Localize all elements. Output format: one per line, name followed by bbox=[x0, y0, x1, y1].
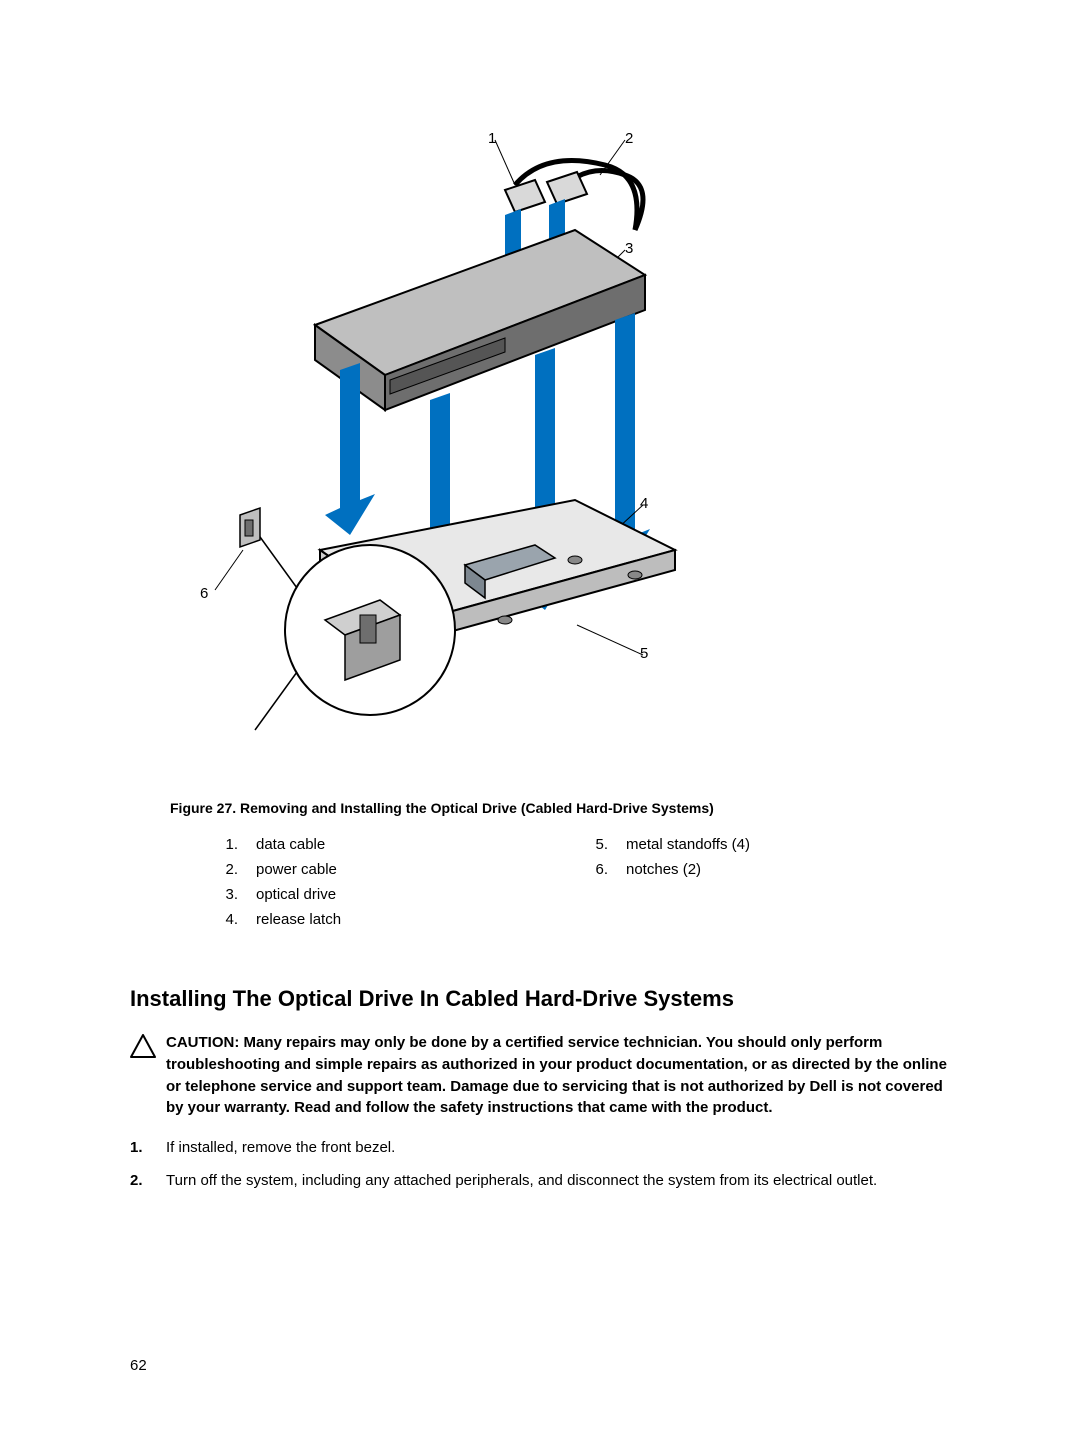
legend-col-right: 5.metal standoffs (4) 6.notches (2) bbox=[580, 836, 950, 936]
legend-item: 4.release latch bbox=[210, 911, 580, 928]
legend-item: 1.data cable bbox=[210, 836, 580, 853]
figure-diagram: 1 2 3 4 5 6 bbox=[130, 120, 950, 770]
legend-item: 2.power cable bbox=[210, 861, 580, 878]
step-item: 2. Turn off the system, including any at… bbox=[130, 1170, 950, 1191]
caution-text: CAUTION: Many repairs may only be done b… bbox=[166, 1032, 950, 1119]
step-text: Turn off the system, including any attac… bbox=[166, 1170, 877, 1191]
figure-legend: 1.data cable 2.power cable 3.optical dri… bbox=[210, 836, 950, 936]
legend-item: 3.optical drive bbox=[210, 886, 580, 903]
step-item: 1. If installed, remove the front bezel. bbox=[130, 1137, 950, 1158]
figure-caption: Figure 27. Removing and Installing the O… bbox=[170, 800, 950, 816]
caution-block: CAUTION: Many repairs may only be done b… bbox=[130, 1032, 950, 1119]
legend-item: 5.metal standoffs (4) bbox=[580, 836, 950, 853]
legend-col-left: 1.data cable 2.power cable 3.optical dri… bbox=[210, 836, 580, 936]
legend-item: 6.notches (2) bbox=[580, 861, 950, 878]
page-number: 62 bbox=[130, 1357, 147, 1374]
step-text: If installed, remove the front bezel. bbox=[166, 1137, 395, 1158]
caution-icon bbox=[130, 1032, 166, 1063]
procedure-steps: 1. If installed, remove the front bezel.… bbox=[130, 1137, 950, 1191]
optical-drive-illustration bbox=[205, 120, 725, 740]
section-heading: Installing The Optical Drive In Cabled H… bbox=[130, 986, 950, 1012]
